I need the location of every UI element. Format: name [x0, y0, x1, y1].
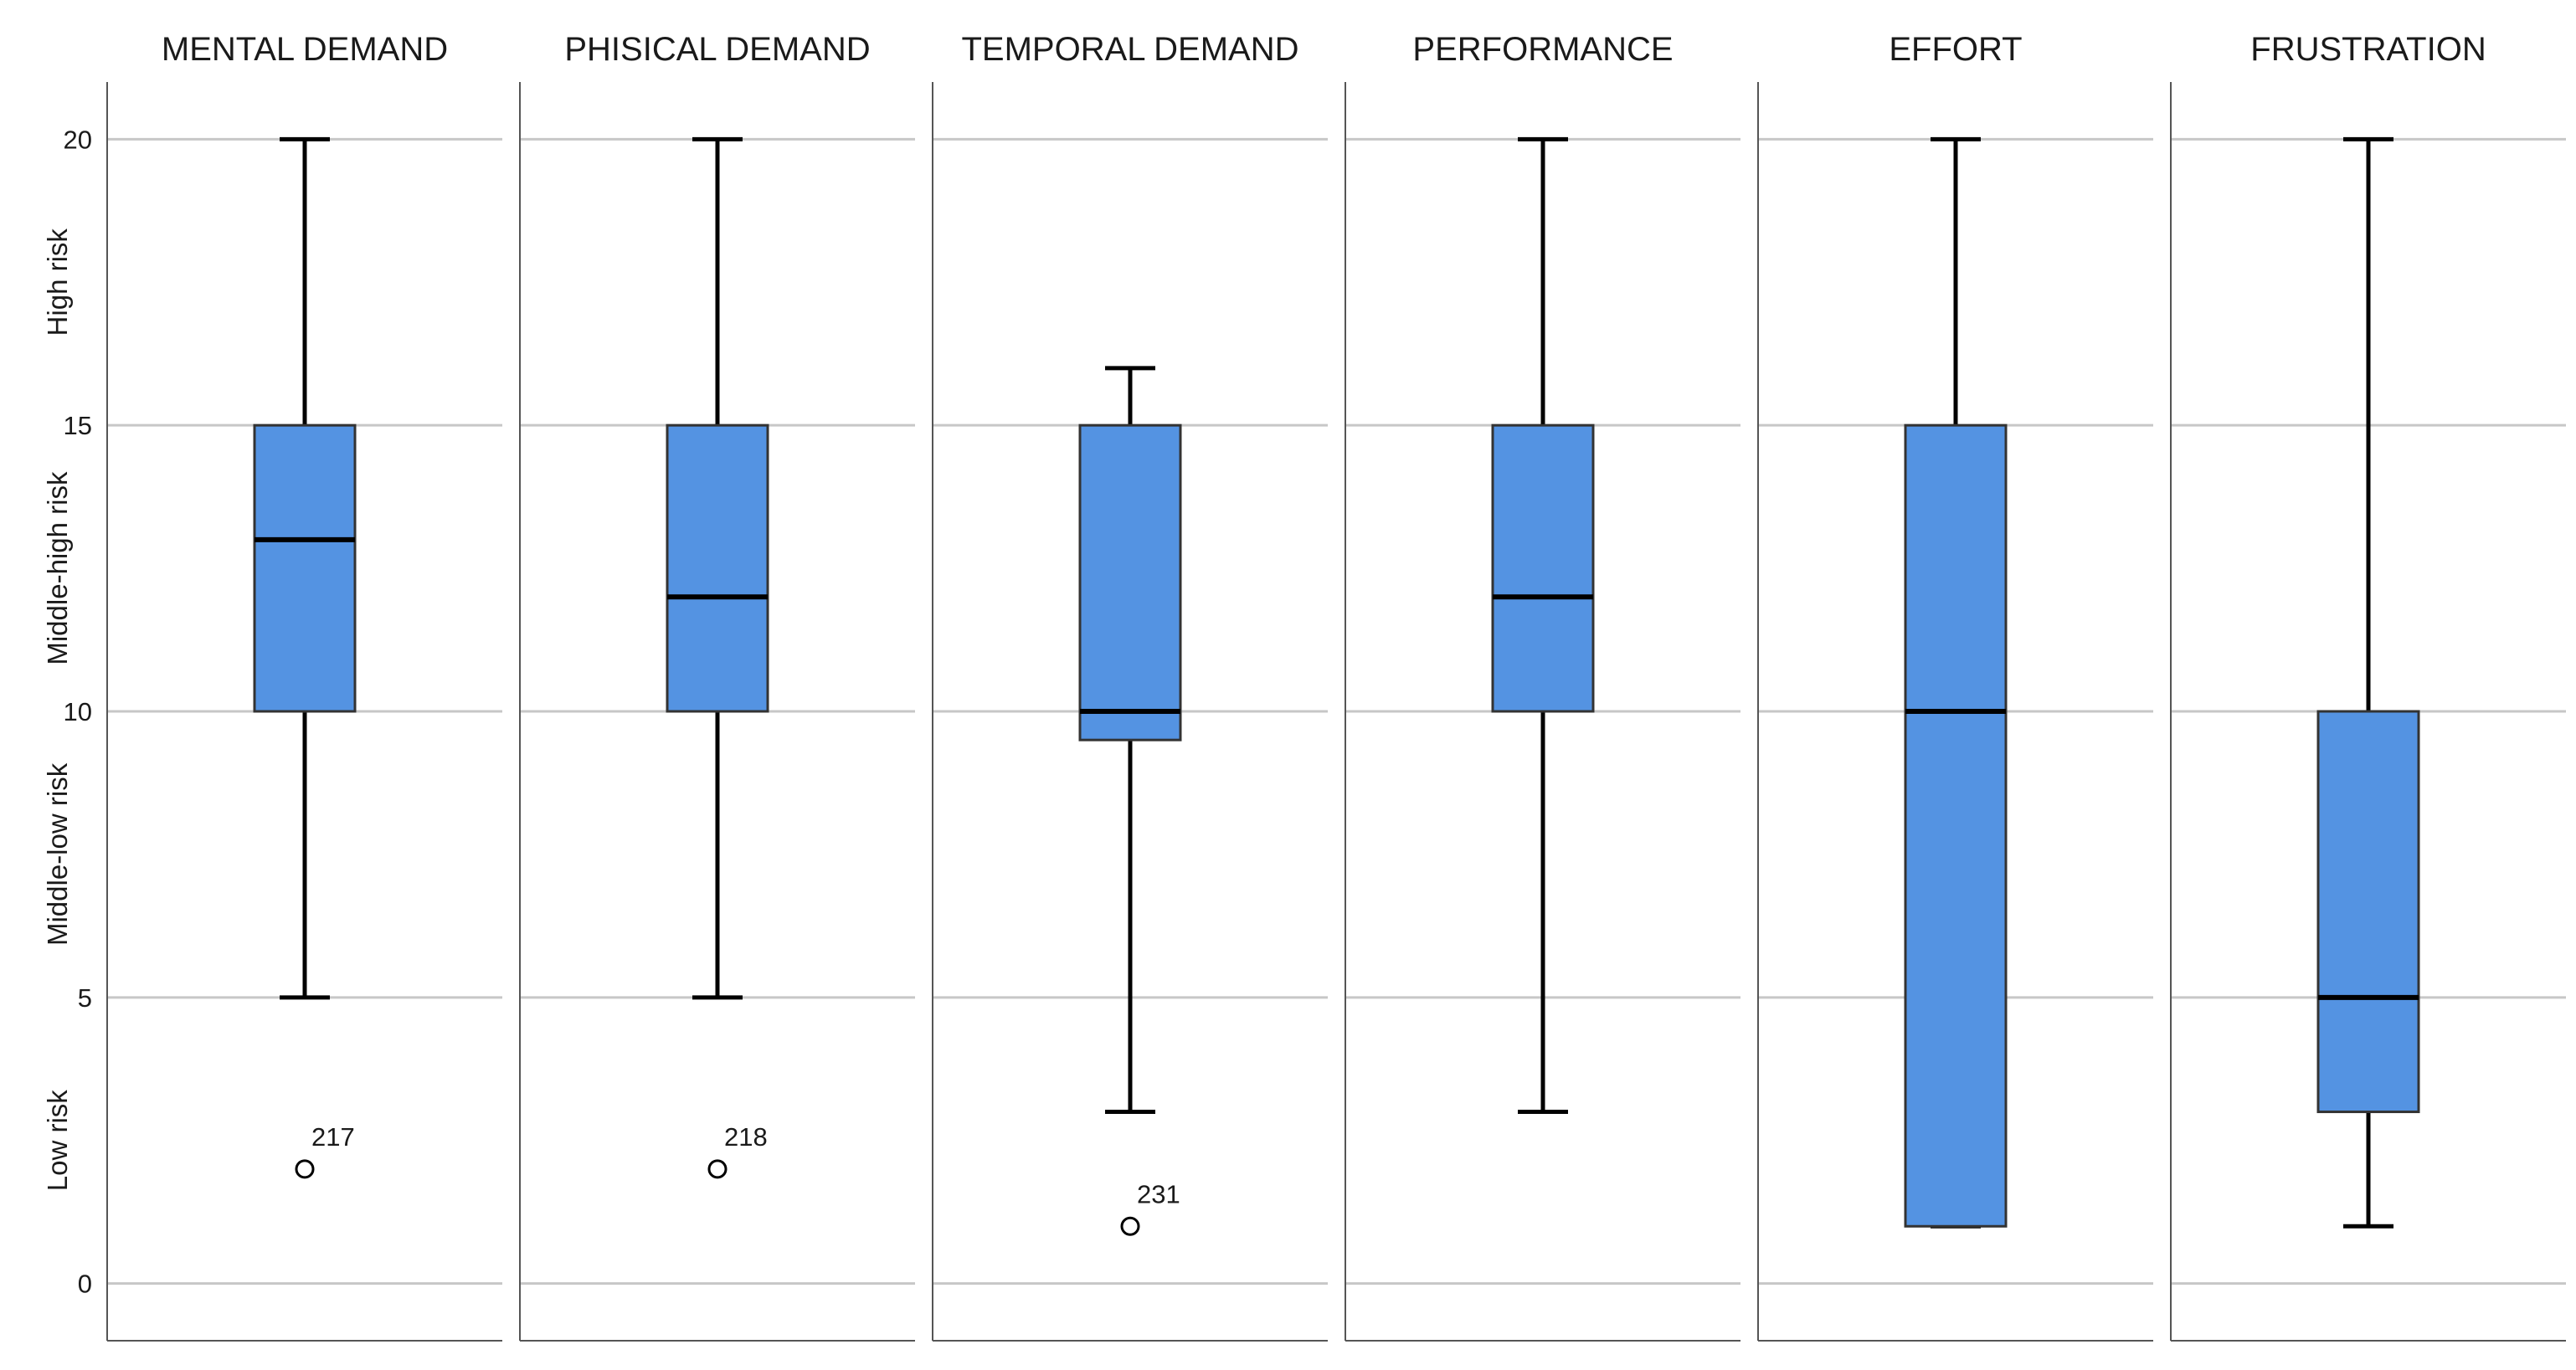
panel-title: TEMPORAL DEMAND [961, 31, 1298, 68]
iqr-box [253, 423, 357, 713]
outlier-label: 231 [1137, 1179, 1180, 1208]
outlier-point [707, 1159, 728, 1179]
iqr-box [666, 423, 769, 713]
outlier-label: 217 [311, 1122, 355, 1152]
y-tick-label: 20 [64, 125, 92, 154]
iqr-box [1078, 423, 1182, 741]
y-tick-label: 10 [64, 697, 92, 726]
panel-title: MENTAL DEMAND [162, 31, 448, 68]
outlier-label: 218 [724, 1122, 768, 1152]
iqr-box [1491, 423, 1595, 713]
outlier-point [295, 1159, 315, 1179]
risk-band-label: Middle-low risk [42, 762, 73, 946]
risk-band-label: Middle-high risk [42, 471, 73, 665]
risk-band-label: Low risk [42, 1090, 73, 1192]
y-tick-label: 0 [78, 1270, 92, 1299]
panel-title: PHISICAL DEMAND [564, 31, 870, 68]
panel-title: EFFORT [1889, 31, 2022, 68]
panel-title: FRUSTRATION [2250, 31, 2486, 68]
risk-band-label: High risk [42, 228, 73, 336]
y-tick-label: 5 [78, 983, 92, 1013]
iqr-box [2316, 710, 2420, 1114]
panel-title: PERFORMANCE [1412, 31, 1673, 68]
outlier-point [1120, 1216, 1140, 1236]
iqr-box [1904, 423, 2008, 1228]
y-tick-label: 15 [64, 411, 92, 440]
